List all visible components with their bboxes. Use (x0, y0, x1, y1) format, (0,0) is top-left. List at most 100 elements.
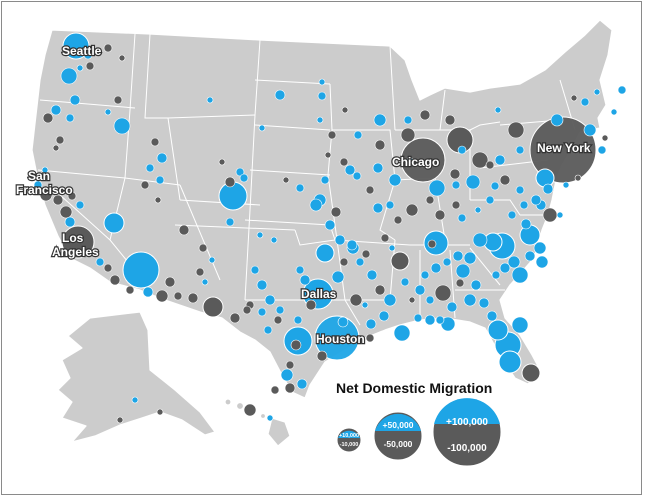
metro-loss-bubble (601, 134, 609, 142)
metro-gain-bubble (373, 113, 387, 127)
metro-gain-bubble (69, 94, 81, 106)
metro-loss-bubble (542, 207, 558, 223)
metro-loss-bubble (419, 109, 431, 121)
metro-gain-bubble (457, 213, 467, 223)
metro-gain-bubble (451, 180, 461, 190)
metro-gain-bubble (293, 315, 303, 325)
metro-gain-bubble (593, 88, 601, 96)
metro-gain-bubble (511, 316, 529, 334)
metro-gain-bubble (103, 212, 125, 234)
legend-medium: +50,000 -50,000 (373, 411, 423, 461)
metro-loss-bubble (374, 284, 386, 296)
metro-gain-bubble (295, 265, 305, 275)
metro-loss-bubble (341, 106, 349, 114)
metro-loss-bubble (195, 267, 205, 277)
metro-gain-bubble (465, 174, 481, 190)
metro-gain-bubble (485, 195, 495, 205)
metro-loss-bubble (52, 194, 64, 206)
metro-gain-bubble (494, 106, 502, 114)
metro-gain-bubble (494, 154, 506, 166)
metro-loss-bubble (349, 293, 363, 307)
metro-loss-bubble (427, 239, 437, 249)
metro-gain-bubble (315, 243, 335, 263)
legend-medium-minus: -50,000 (384, 439, 413, 449)
metro-gain-bubble (383, 293, 397, 307)
metro-gain-bubble (206, 96, 214, 104)
metro-gain-bubble (463, 251, 477, 265)
metro-loss-bubble (305, 299, 317, 311)
metro-loss-bubble (393, 215, 403, 225)
metro-loss-bubble (140, 180, 150, 190)
metro-bubbles (33, 32, 627, 424)
metro-loss-bubble (451, 200, 461, 210)
metro-loss-bubble (434, 209, 446, 221)
metro-loss-bubble (273, 315, 283, 325)
metro-loss-bubble (574, 174, 582, 182)
metro-gain-bubble (430, 262, 442, 274)
metro-gain-bubble (258, 124, 266, 132)
metro-gain-bubble (145, 163, 155, 173)
label-houston: Houston (316, 332, 365, 346)
metro-gain-bubble (393, 324, 411, 342)
label-los-angeles-line1: Los (62, 231, 84, 245)
metro-gain-bubble (155, 175, 165, 185)
label-chicago: Chicago (392, 155, 439, 169)
metro-loss-bubble (103, 43, 113, 53)
metro-gain-bubble (533, 241, 547, 255)
metro-loss-bubble (324, 151, 332, 159)
metro-gain-bubble (75, 200, 85, 210)
metro-gain-bubble (388, 244, 396, 252)
metro-gain-bubble (420, 270, 430, 280)
legend-small-plus: +10,000 (339, 433, 359, 439)
metro-gain-bubble (264, 294, 276, 306)
metro-gain-bubble (478, 297, 490, 309)
metro-gain-bubble (355, 257, 365, 267)
metro-gain-bubble (60, 67, 78, 85)
metro-loss-bubble (85, 61, 95, 71)
metro-gain-bubble (95, 257, 105, 267)
metro-loss-bubble (408, 296, 416, 304)
legend-small: +10,000 -10,000 (336, 427, 362, 453)
metro-gain-bubble (274, 89, 286, 101)
metro-loss-bubble (59, 205, 73, 219)
metro-gain-bubble (346, 239, 358, 251)
label-seattle: Seattle (62, 44, 102, 58)
metro-loss-bubble (154, 196, 162, 204)
metro-gain-bubble (324, 219, 336, 231)
metro-gain-bubble (334, 234, 346, 246)
label-san-francisco-line2: Francisco (16, 183, 73, 197)
metro-gain-bubble (337, 316, 349, 328)
metro-gain-bubble (446, 301, 458, 313)
metro-loss-bubble (361, 249, 371, 259)
metro-gain-bubble (318, 78, 326, 86)
metro-loss-bubble (202, 296, 224, 318)
metro-gain-bubble (257, 307, 267, 317)
metro-gain-bubble (122, 251, 160, 289)
metro-gain-bubble (104, 108, 112, 116)
metro-gain-bubble (556, 211, 564, 219)
metro-loss-bubble (499, 174, 511, 186)
metro-gain-bubble (403, 115, 413, 125)
metro-gain-bubble (296, 378, 308, 390)
metro-gain-bubble (131, 396, 139, 404)
metro-gain-bubble (316, 116, 324, 124)
metro-loss-bubble (187, 292, 199, 304)
metro-loss-bubble (339, 257, 349, 267)
metro-gain-bubble (235, 167, 245, 177)
metro-loss-bubble (374, 139, 386, 151)
metro-gain-bubble (520, 218, 532, 230)
metro-loss-bubble (55, 135, 65, 145)
legend-large-minus: -100,000 (447, 443, 487, 454)
metro-gain-bubble (314, 315, 360, 361)
metro-gain-bubble (33, 180, 43, 190)
metro-gain-bubble (470, 279, 482, 291)
metro-gain-bubble (366, 269, 378, 281)
metro-loss-bubble (198, 243, 208, 253)
metro-loss-bubble (118, 54, 126, 62)
metro-gain-bubble (41, 166, 49, 174)
metro-loss-bubble (570, 94, 578, 102)
metro-gain-bubble (156, 152, 168, 164)
metro-loss-bubble (400, 137, 446, 183)
metro-loss-bubble (224, 176, 236, 188)
metro-loss-bubble (507, 121, 525, 139)
